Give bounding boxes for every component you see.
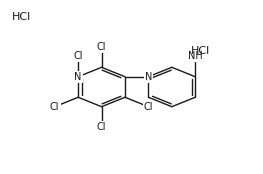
- Text: HCl: HCl: [191, 46, 211, 56]
- Text: Cl: Cl: [97, 42, 106, 52]
- Text: Cl: Cl: [73, 51, 83, 61]
- Text: HCl: HCl: [12, 12, 31, 22]
- Text: N: N: [145, 72, 152, 82]
- Text: Cl: Cl: [50, 102, 59, 112]
- Text: NH: NH: [188, 51, 203, 61]
- Text: Cl: Cl: [97, 122, 106, 132]
- Text: N: N: [74, 72, 82, 82]
- Text: Cl: Cl: [144, 102, 153, 112]
